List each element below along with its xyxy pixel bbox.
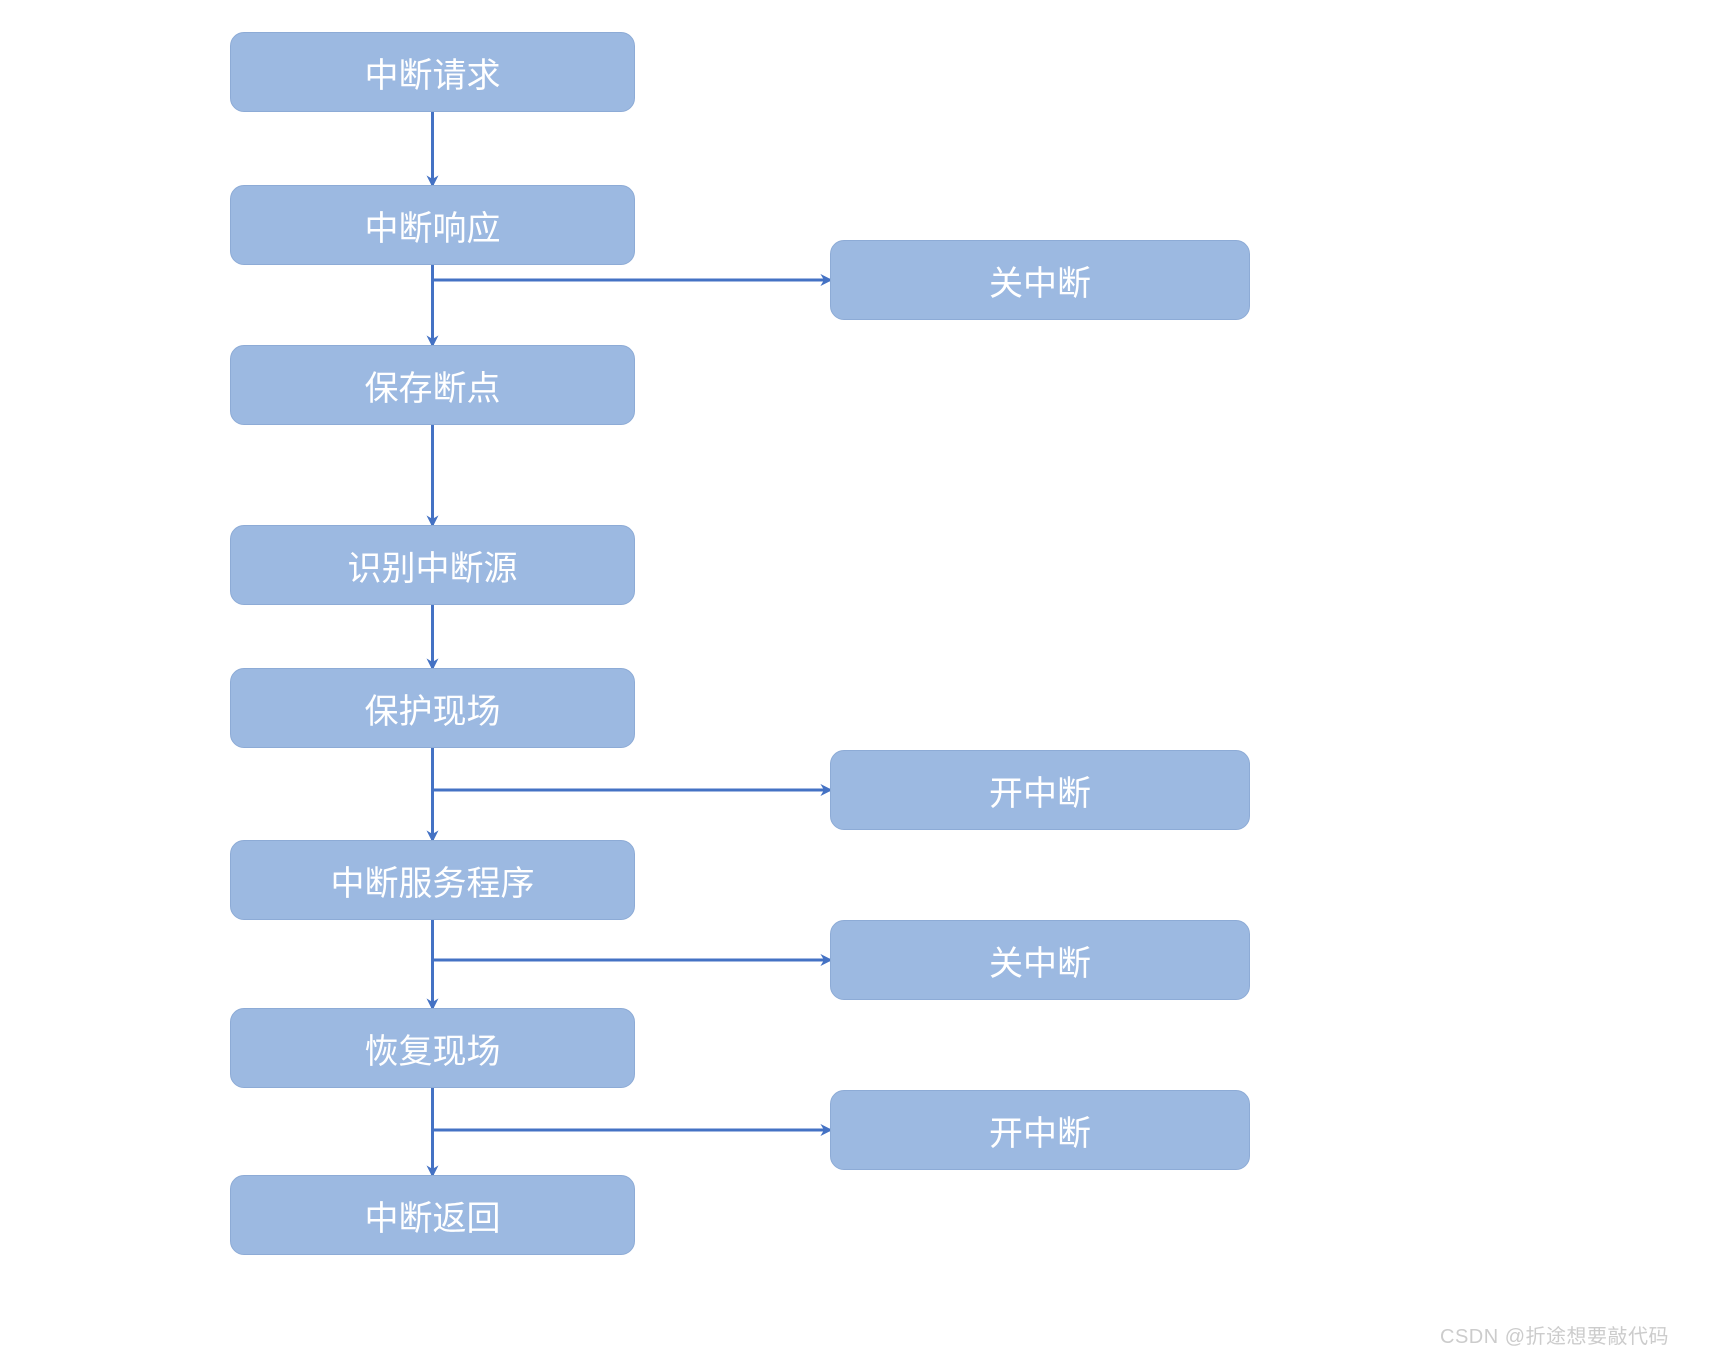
watermark-text: CSDN @折途想要敲代码	[1440, 1320, 1669, 1349]
flowchart-node-s1: 关中断	[830, 240, 1250, 320]
flowchart-node-n6: 中断服务程序	[230, 840, 635, 920]
flowchart-node-n3: 保存断点	[230, 345, 635, 425]
flowchart-canvas: 中断请求中断响应关中断保存断点识别中断源保护现场开中断中断服务程序关中断恢复现场…	[0, 0, 1733, 1355]
flowchart-node-s3: 关中断	[830, 920, 1250, 1000]
flowchart-node-s4: 开中断	[830, 1090, 1250, 1170]
flowchart-node-s2: 开中断	[830, 750, 1250, 830]
flowchart-node-n2: 中断响应	[230, 185, 635, 265]
flowchart-node-n4: 识别中断源	[230, 525, 635, 605]
flowchart-node-n5: 保护现场	[230, 668, 635, 748]
flowchart-node-n8: 中断返回	[230, 1175, 635, 1255]
flowchart-node-n7: 恢复现场	[230, 1008, 635, 1088]
flowchart-node-n1: 中断请求	[230, 32, 635, 112]
